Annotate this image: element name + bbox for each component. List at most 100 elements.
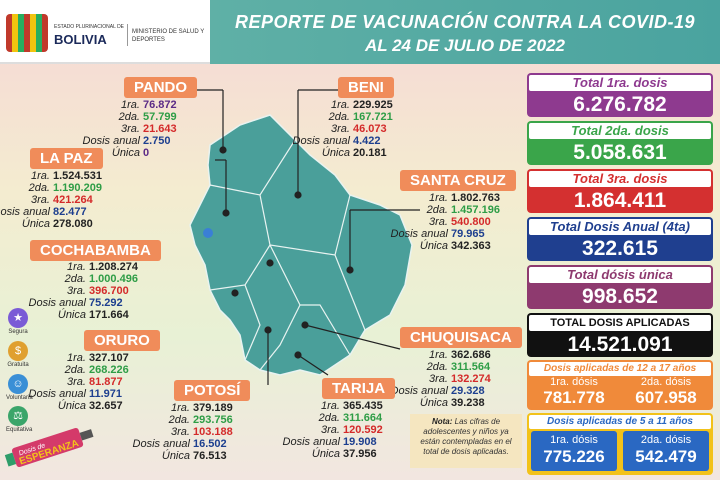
coin-icon: $: [8, 341, 28, 361]
shield-icon: ★: [8, 308, 28, 328]
safe-caption: Segura: [8, 329, 28, 335]
age-12-17-card: Dosis aplicadas de 12 a 17 años 1ra. dós…: [527, 360, 713, 410]
oruro-marker: [231, 289, 239, 297]
total-all-doses-value: 14.521.091: [567, 333, 673, 356]
total-annual-dose-label: Total Dosis Anual (4ta): [529, 219, 711, 235]
oruro-unica-row: Única 32.657: [57, 400, 123, 412]
potosi-unica-row: Única 76.513: [161, 450, 227, 462]
pando-d3-row: 3ra. 21.643: [121, 123, 177, 135]
pando-marker: [219, 146, 227, 154]
beni-unica-row: Única 20.181: [321, 147, 387, 159]
age-12-17-first: 1ra. dósis 781.778: [531, 376, 617, 408]
age-5-11-first-value: 775.226: [543, 447, 605, 466]
logo-state-text: ESTADO PLURINACIONAL DE: [54, 24, 125, 30]
total-all-doses-label: TOTAL DOSIS APLICADAS: [529, 315, 711, 331]
total-unique-dose-label: Total dósis única: [529, 267, 711, 283]
santacruz-unica-row: Única 342.363: [419, 240, 491, 252]
dept-title-cochabamba: COCHABAMBA: [30, 240, 161, 261]
age-5-11-first-label: 1ra. dósis: [550, 434, 598, 446]
total-second-dose-label: Total 2da. dosis: [529, 123, 711, 139]
tarija-d1-row: 1ra. 365.435: [321, 400, 383, 412]
santacruz-d1-row: 1ra. 1.802.763: [429, 192, 500, 204]
total-annual-dose-card: Total Dosis Anual (4ta) 322.615: [527, 217, 713, 261]
lake-titicaca: [203, 228, 213, 238]
tarija-leader-line: [297, 354, 329, 376]
voluntary-caption: Voluntaria: [6, 395, 33, 401]
footnote-label: Nota:: [431, 417, 453, 426]
santacruz-d2-row: 2da. 1.457.196: [426, 204, 500, 216]
age-12-17-second-label: 2da. dósis: [640, 376, 692, 388]
dept-title-chuquisaca: CHUQUISACA: [400, 327, 522, 348]
cochabamba-anual-row: Dosis anual 75.292: [28, 297, 123, 309]
santacruz-marker: [346, 266, 354, 274]
page-title: REPORTE DE VACUNACIÓN CONTRA LA COVID-19: [234, 12, 696, 32]
total-first-dose-value: 6.276.782: [573, 93, 667, 116]
oruro-d1-row: 1ra. 327.107: [67, 352, 129, 364]
dept-title-beni: BENI: [338, 77, 394, 98]
page-subtitle: AL 24 DE JULIO DE 2022: [365, 36, 565, 55]
tarija-d2-row: 2da. 311.664: [318, 412, 383, 424]
total-annual-dose-value: 322.615: [582, 237, 658, 260]
chuquisaca-d3-row: 3ra. 132.274: [429, 373, 491, 385]
logo-ministry-text: MINISTERIO DE SALUD Y DEPORTES: [132, 29, 205, 43]
cochabamba-d1-row: 1ra. 1.208.274: [67, 261, 138, 273]
bolivia-map: [189, 89, 420, 385]
person-icon: ☺: [8, 374, 28, 394]
age-12-17-first-value: 781.778: [543, 388, 605, 407]
total-unique-dose-card: Total dósis única 998.652: [527, 265, 713, 309]
tarija-anual-row: Dosis anual 19.908: [282, 436, 377, 448]
potosi-anual-row: Dosis anual 16.502: [132, 438, 227, 450]
dept-title-santacruz: SANTA CRUZ: [400, 170, 516, 191]
potosi-marker: [264, 326, 272, 334]
free-caption: Gratuita: [7, 362, 29, 368]
santacruz-d3-row: 3ra. 540.800: [429, 216, 491, 228]
logo-divider: [127, 24, 128, 46]
age-5-11-second-value: 542.479: [635, 447, 697, 466]
pando-unica-row: Única 0: [111, 147, 150, 159]
total-third-dose-value: 1.864.411: [573, 189, 667, 212]
logo-country-text: BOLIVIA: [54, 32, 107, 47]
chuquisaca-leader-line: [304, 324, 401, 350]
safe-badge: ★ Segura: [6, 308, 30, 335]
dept-title-pando: PANDO: [124, 77, 198, 98]
cochabamba-unica-row: Única 171.664: [57, 309, 129, 321]
age-12-17-title: Dosis aplicadas de 12 a 17 años: [529, 362, 711, 376]
total-third-dose-label: Total 3ra. dosis: [529, 171, 711, 187]
total-unique-dose-value: 998.652: [582, 285, 658, 308]
footnote: Nota: Las cifras de adolescentes y niños…: [410, 414, 522, 468]
age-5-11-first: 1ra. dósis 775.226: [531, 431, 617, 471]
government-logo: ESTADO PLURINACIONAL DE BOLIVIA MINISTER…: [0, 0, 210, 64]
beni-d1-row: 1ra. 229.925: [331, 99, 393, 111]
dept-title-lapaz: LA PAZ: [30, 148, 103, 169]
total-first-dose-label: Total 1ra. dosis: [529, 75, 711, 91]
tarija-unica-row: Única 37.956: [311, 448, 377, 460]
age-5-11-card: Dosis aplicadas de 5 a 11 años 1ra. dósi…: [527, 413, 713, 475]
cochabamba-d3-row: 3ra. 396.700: [67, 285, 129, 297]
age-12-17-second-value: 607.958: [635, 388, 697, 407]
chuquisaca-d2-row: 2da. 311.564: [426, 361, 491, 373]
total-all-doses-card: TOTAL DOSIS APLICADAS 14.521.091: [527, 313, 713, 357]
map-region-borders: [209, 139, 366, 371]
beni-d2-row: 2da. 167.721: [328, 111, 393, 123]
tarija-d3-row: 3ra. 120.592: [321, 424, 383, 436]
beni-marker: [294, 191, 302, 199]
footnote-text: Las cifras de adolescentes y niños ya es…: [420, 417, 512, 456]
potosi-d2-row: 2da. 293.756: [168, 414, 233, 426]
dept-title-tarija: TARIJA: [322, 378, 396, 399]
pando-d2-row: 2da. 57.799: [118, 111, 177, 123]
free-badge: $ Gratuita: [6, 341, 30, 368]
potosi-d1-row: 1ra. 379.189: [171, 402, 233, 414]
total-third-dose-card: Total 3ra. dosis 1.864.411: [527, 169, 713, 213]
header-banner: REPORTE DE VACUNACIÓN CONTRA LA COVID-19…: [210, 0, 720, 64]
age-12-17-second: 2da. dósis 607.958: [623, 376, 709, 408]
lapaz-marker: [222, 209, 230, 217]
beni-anual-row: Dosis anual 4.422: [292, 135, 381, 147]
lapaz-d2-row: 2da. 1.190.209: [28, 182, 102, 194]
syringe-logo: Dosis de ESPERANZA: [4, 427, 94, 468]
beni-d3-row: 3ra. 46.073: [331, 123, 387, 135]
coat-of-arms-icon: [6, 14, 48, 52]
lapaz-unica-row: Única 278.080: [21, 218, 93, 230]
age-12-17-first-label: 1ra. dósis: [550, 376, 598, 388]
